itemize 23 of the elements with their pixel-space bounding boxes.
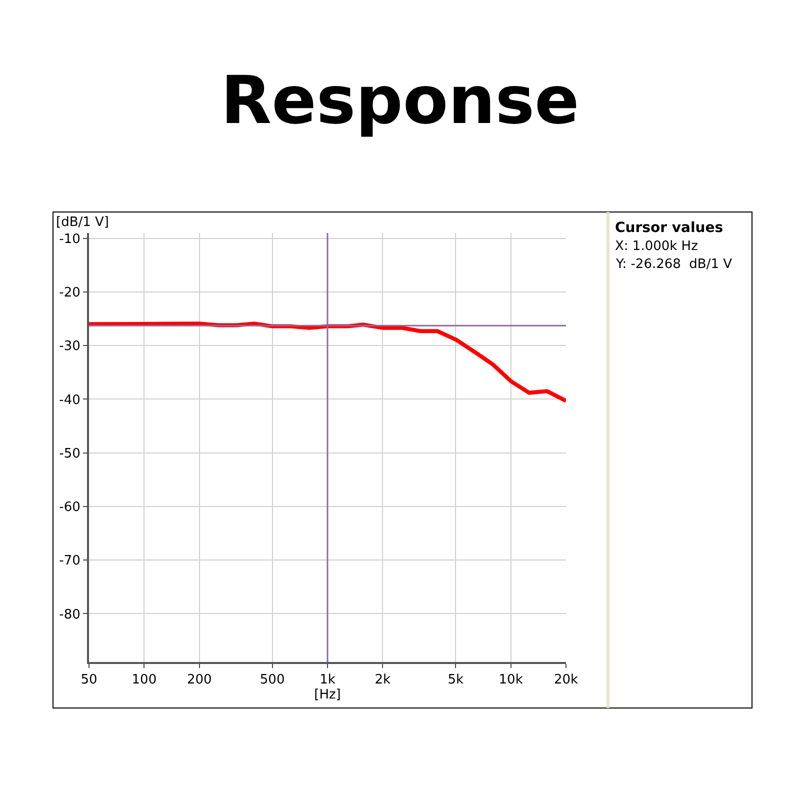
- x-tick-label: 50: [80, 672, 98, 688]
- x-tick-label: 100: [132, 672, 157, 688]
- x-tick-label: 200: [186, 672, 212, 688]
- x-tick-label: 500: [260, 672, 285, 688]
- x-tick-label: 10k: [498, 672, 524, 688]
- y-tick-label: -60: [59, 500, 80, 516]
- x-tick-label: 1k: [320, 672, 336, 688]
- x-tick-label: 20k: [554, 672, 579, 688]
- y-tick-label: -50: [59, 446, 80, 462]
- x-tick-label: 2k: [374, 672, 392, 688]
- chart-title: Response: [220, 62, 580, 140]
- y-tick-label: -10: [59, 232, 80, 247]
- y-tick-label: -80: [59, 607, 80, 622]
- y-axis-title: [dB/1 V]: [56, 215, 109, 230]
- y-tick-label: -40: [59, 392, 80, 408]
- text: Cursor values: [615, 220, 724, 236]
- text: Y: -26.268 dB/1 V: [615, 257, 732, 272]
- y-tick-label: -70: [59, 554, 80, 569]
- y-tick-label: -30: [59, 339, 80, 354]
- x-axis-title: [Hz]: [314, 688, 341, 703]
- text: X: 1.000k Hz: [615, 239, 698, 254]
- y-tick-label: -20: [59, 286, 80, 301]
- x-tick-label: 5k: [448, 672, 464, 688]
